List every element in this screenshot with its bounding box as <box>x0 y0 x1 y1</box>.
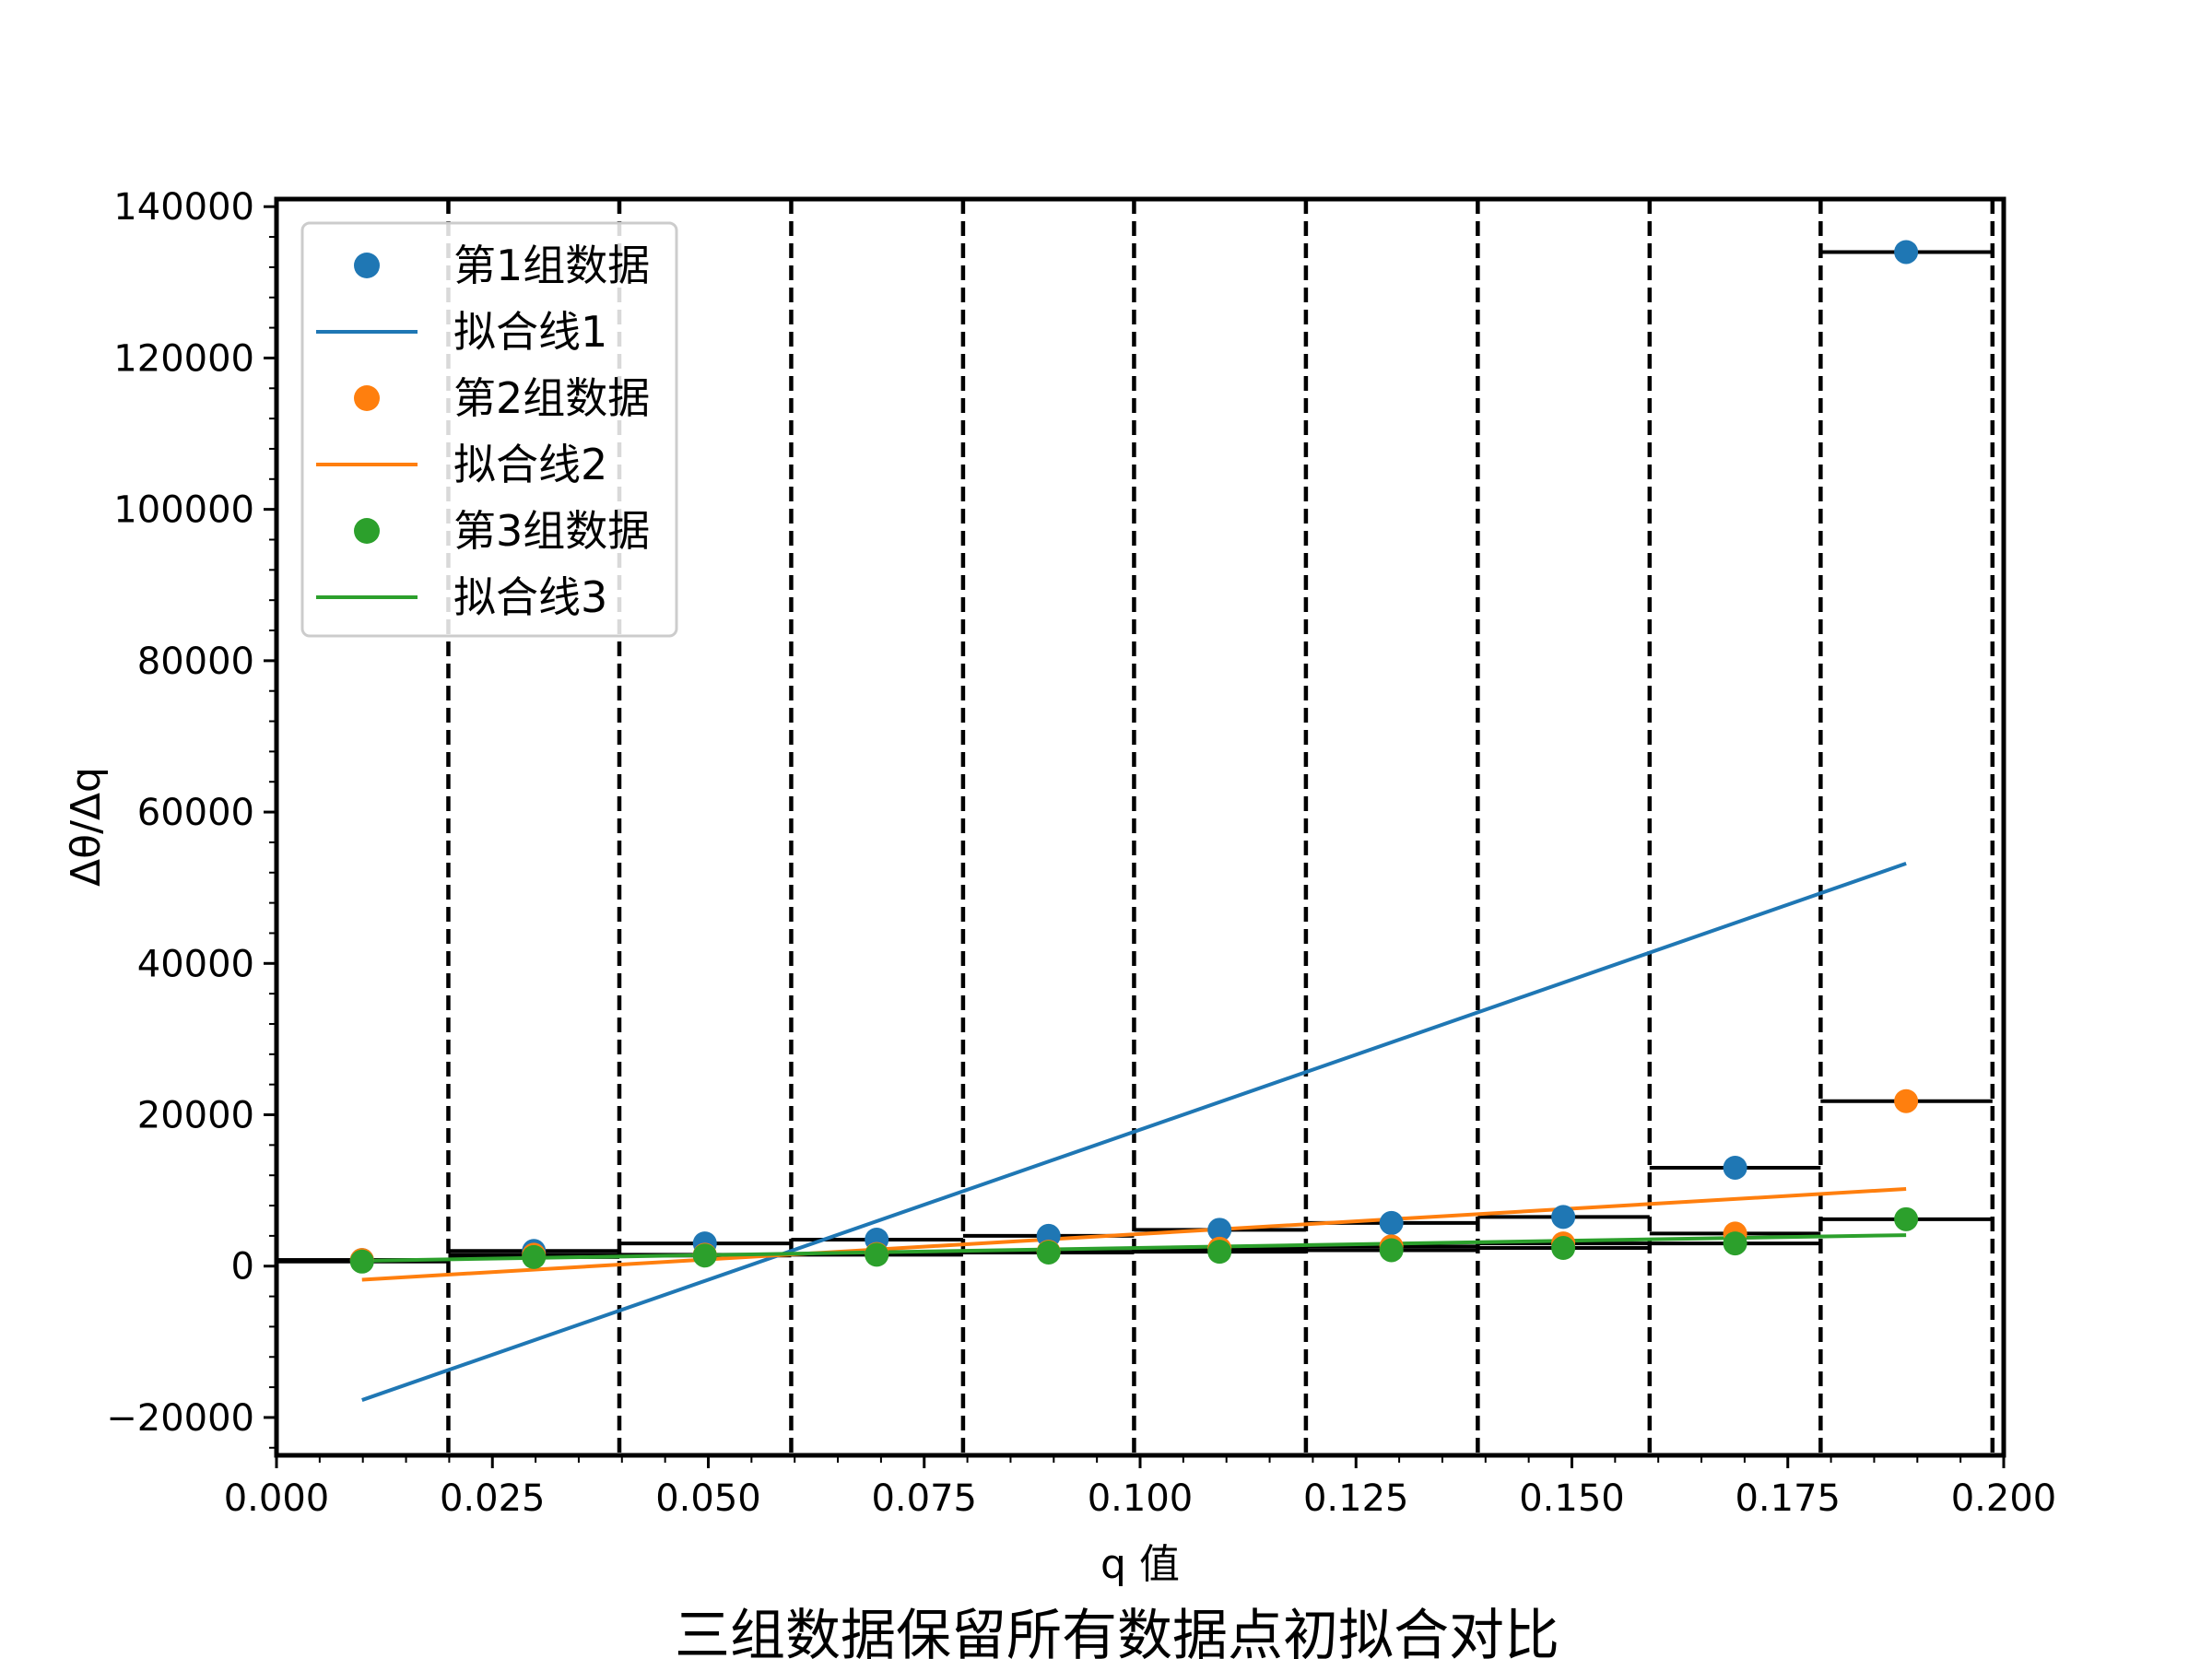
x-tick-label-1: 0.025 <box>440 1477 546 1520</box>
legend-label-2: 拟合线1 <box>453 307 607 357</box>
point-s3-7 <box>1379 1238 1404 1263</box>
x-tick-label-2: 0.050 <box>655 1477 761 1520</box>
legend-frame <box>300 221 678 638</box>
y-axis: −20000 0 20000 40000 60000 80000 100000 120000 1… <box>106 186 276 1449</box>
x-axis-title: q 值 <box>1100 1541 1180 1588</box>
point-s3-6 <box>1207 1240 1232 1265</box>
y-axis-title: Δθ/Δq <box>63 767 110 887</box>
point-s3-2 <box>522 1244 547 1269</box>
point-s3-8 <box>1551 1236 1576 1261</box>
y-tick-label-4: 60000 <box>137 792 254 834</box>
x-tick-label-3: 0.075 <box>871 1477 977 1520</box>
legend-label-6: 拟合线3 <box>453 572 607 622</box>
legend-label-1: 第1组数据 <box>453 241 650 290</box>
x-tick-label-5: 0.125 <box>1303 1477 1409 1520</box>
y-tick-label-5: 80000 <box>137 641 254 683</box>
fit-line-1 <box>361 862 1907 1402</box>
chart-title: 三组数据保留所有数据点初拟合对比 <box>675 1604 1559 1659</box>
x-tick-label-8: 0.200 <box>1951 1477 2057 1520</box>
y-tick-label-3: 40000 <box>137 943 254 985</box>
x-tick-label-4: 0.100 <box>1088 1477 1194 1520</box>
y-tick-label-2: 20000 <box>137 1095 254 1137</box>
point-s3-4 <box>865 1242 889 1267</box>
point-s1-9 <box>1723 1155 1747 1180</box>
point-s3-3 <box>692 1243 717 1268</box>
y-tick-label-8: 140000 <box>113 186 254 229</box>
point-s3-9 <box>1723 1231 1747 1256</box>
x-axis: 0.000 0.025 0.050 0.075 0.100 0.125 0.150 0.175… <box>224 1455 2057 1520</box>
x-tick-label-6: 0.150 <box>1519 1477 1625 1520</box>
point-s3-10 <box>1894 1206 1919 1231</box>
y-tick-label-1: 0 <box>231 1246 254 1288</box>
legend-label-3: 第2组数据 <box>453 373 650 423</box>
point-s3-1 <box>349 1249 374 1274</box>
x-tick-label-7: 0.175 <box>1735 1477 1841 1520</box>
legend-marker-3 <box>354 385 380 411</box>
plot-area-content <box>276 199 1995 1455</box>
fit-line-3 <box>361 1233 1907 1263</box>
y-tick-label-0: −20000 <box>106 1397 254 1440</box>
point-s3-5 <box>1036 1240 1061 1265</box>
x-tick-label-0: 0.000 <box>224 1477 330 1520</box>
point-s1-7 <box>1379 1210 1404 1235</box>
point-s1-8 <box>1551 1205 1576 1230</box>
y-tick-label-7: 120000 <box>113 337 254 380</box>
y-tick-label-6: 100000 <box>113 489 254 532</box>
legend-marker-5 <box>354 518 380 544</box>
legend-marker-1 <box>354 253 380 278</box>
fit-line-2 <box>361 1186 1907 1282</box>
point-s1-10 <box>1894 240 1919 265</box>
legend-label-4: 拟合线2 <box>453 440 607 489</box>
point-s1-6 <box>1207 1218 1232 1242</box>
legend-label-5: 第3组数据 <box>453 506 650 556</box>
point-s2-10 <box>1894 1088 1919 1113</box>
